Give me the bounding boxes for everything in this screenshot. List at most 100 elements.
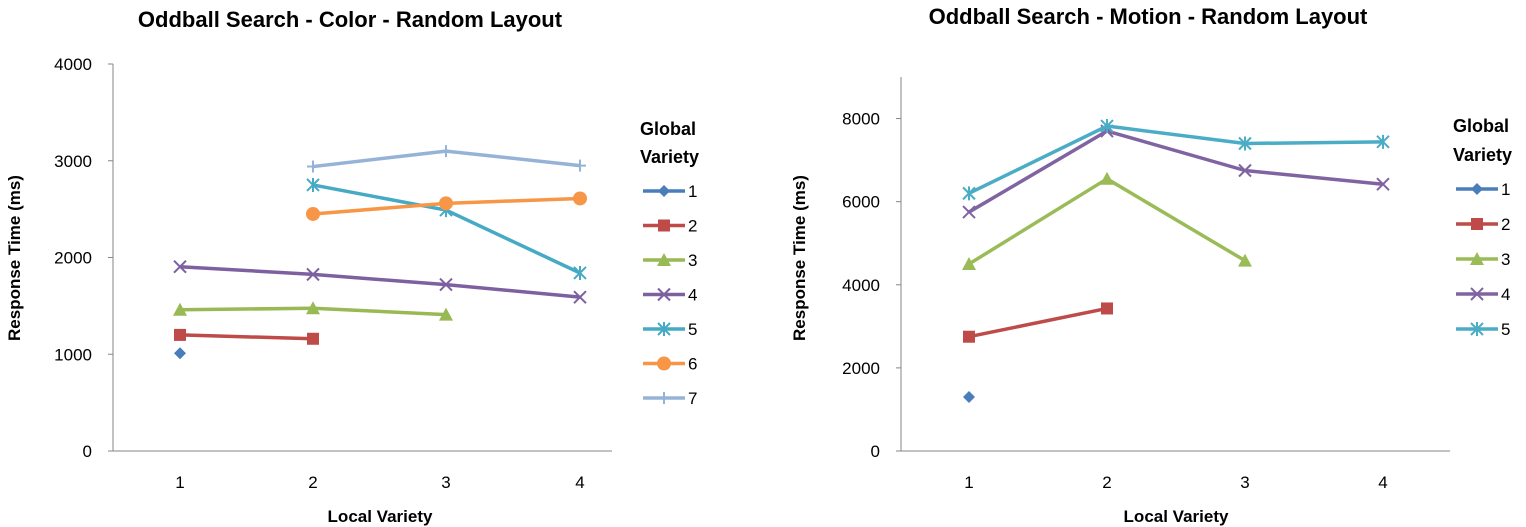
legend-marker [657,253,671,266]
y-axis-title: Response Time (ms) [5,175,24,341]
x-tick-label: 1 [175,473,184,492]
legend-marker [658,185,670,197]
series-line [179,333,314,341]
legend-title-line-1: Global [640,119,696,139]
legend-marker [1470,252,1484,265]
legend-entry: 2 [643,217,697,236]
legend-label: 5 [688,320,697,339]
data-point [1101,302,1113,315]
legend-label: 5 [1501,320,1510,339]
data-point [962,205,976,219]
series-line [968,306,1108,339]
series-2 [174,328,319,345]
x-axis-title: Local Variety [1124,507,1229,526]
legend-title-line-2: Variety [1453,145,1512,165]
legend-marker [657,287,671,302]
data-point [1238,253,1252,267]
legend-title-line-2: Variety [640,147,699,167]
legend-marker [1471,183,1483,195]
series-2 [963,302,1113,343]
data-point [962,186,976,201]
series-7 [307,145,586,173]
x-tick-label: 3 [441,473,450,492]
data-point [1238,163,1252,178]
data-point [306,301,320,315]
legend-label: 6 [688,355,697,374]
data-point [439,307,453,321]
legend-label: 3 [688,251,697,270]
y-tick-label: 3000 [54,152,92,171]
y-tick-label: 8000 [842,110,880,129]
series-3 [962,171,1252,270]
legend-entry: 5 [643,320,697,339]
series-4 [962,124,1390,219]
legend-marker [1471,218,1483,230]
data-point [307,160,319,173]
x-tick-label: 4 [575,473,584,492]
chart-motion-random-layout: Oddball Search - Motion - Random Layout … [790,4,1512,526]
x-tick-label: 2 [308,473,317,492]
series-4 [173,259,587,304]
legend-marker [1470,322,1484,336]
data-point [174,328,186,341]
legend-entry: 1 [1456,180,1510,199]
series-3 [173,301,453,321]
legend-label: 4 [688,286,697,305]
legend-entry: 6 [643,355,697,374]
y-axis-title: Response Time (ms) [790,175,809,341]
data-point [173,259,187,274]
legend-marker [658,392,670,404]
legend-label: 3 [1501,250,1510,269]
data-point [1100,119,1114,134]
data-point [1376,177,1390,191]
legend-label: 2 [688,217,697,236]
legend-entry: 4 [643,286,697,305]
data-point [1238,136,1252,151]
series-5 [962,119,1390,201]
data-point [306,177,320,192]
legend-entry: 5 [1456,320,1510,339]
x-tick-label: 1 [964,473,973,492]
data-point [1100,171,1114,185]
x-tick-label: 3 [1240,473,1249,492]
data-point [1376,134,1390,149]
legend-marker [657,322,671,336]
legend-marker [657,356,671,371]
series-line [968,129,1384,214]
series-5 [306,177,587,280]
y-tick-label: 4000 [842,276,880,295]
data-point [439,277,453,292]
series-1 [174,347,186,360]
y-tick-label: 0 [871,442,880,461]
legend-entry: 2 [1456,215,1510,234]
legend-label: 7 [688,389,697,408]
y-tick-label: 6000 [842,193,880,212]
data-point [963,330,975,343]
data-point [307,332,319,345]
data-point [963,390,975,403]
chart-title: Oddball Search - Motion - Random Layout [929,4,1368,29]
chart-color-random-layout: Oddball Search - Color - Random Layout L… [5,7,699,526]
x-tick-label: 4 [1378,473,1387,492]
data-point [573,191,587,206]
data-point [573,290,587,304]
y-tick-label: 2000 [842,359,880,378]
legend-entry: 4 [1456,285,1510,304]
series-line [179,264,581,299]
legend-label: 1 [688,182,697,201]
legend-marker [1470,287,1484,301]
legend-label: 2 [1501,215,1510,234]
y-tick-label: 0 [83,442,92,461]
series-line [968,177,1246,266]
legend-entry: 3 [1456,250,1510,269]
data-point [174,347,186,360]
data-point [306,206,320,221]
data-point [573,265,587,280]
x-tick-label: 2 [1102,473,1111,492]
legend-label: 4 [1501,285,1510,304]
y-tick-label: 1000 [54,345,92,364]
data-point [962,257,976,270]
legend-label: 1 [1501,180,1510,199]
legend-entry: 3 [643,251,697,270]
